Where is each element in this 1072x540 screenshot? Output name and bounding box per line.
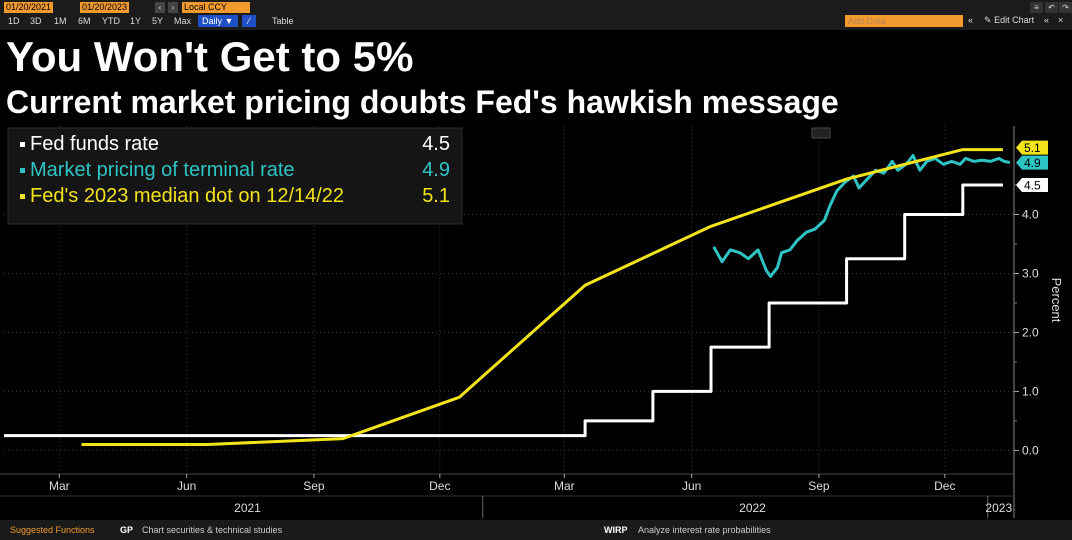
range-button-1m[interactable]: 1M bbox=[54, 16, 67, 26]
legend-series-value: 4.9 bbox=[422, 159, 450, 181]
legend-series-name: Market pricing of terminal rate bbox=[30, 159, 295, 181]
y-tick-label: 3.0 bbox=[1022, 266, 1039, 280]
x-tick-label: Sep bbox=[808, 479, 830, 493]
y-tick-label: 2.0 bbox=[1022, 325, 1039, 339]
x-tick-label: Mar bbox=[49, 479, 70, 493]
menu-icon[interactable]: ≡ bbox=[1030, 2, 1043, 13]
series-line-1 bbox=[712, 153, 1011, 278]
chart-toolbar: 01/20/2021 01/20/2023 ‹ › Local CCY 1D 3… bbox=[0, 0, 1072, 30]
range-button-1d[interactable]: 1D bbox=[8, 16, 20, 26]
gp-function-desc[interactable]: Chart securities & technical studies bbox=[142, 525, 283, 535]
gp-function-code[interactable]: GP bbox=[120, 525, 134, 535]
x-year-label: 2022 bbox=[739, 501, 766, 515]
chart-area: 0.0 1.0 2.0 3.0 4.0 Percent Mar Jun Sep Dec Mar Jun… bbox=[0, 126, 1064, 518]
range-button-ytd[interactable]: YTD bbox=[102, 16, 120, 26]
wirp-function-code[interactable]: WIRP bbox=[604, 525, 628, 535]
y-axis-label: Percent bbox=[1049, 278, 1064, 323]
range-button-1y[interactable]: 1Y bbox=[130, 16, 142, 26]
y-tick-label: 1.0 bbox=[1022, 384, 1039, 398]
prev-period-icon[interactable]: ‹ bbox=[155, 2, 165, 13]
y-tick-label: 4.0 bbox=[1022, 207, 1039, 221]
x-tick-label: Jun bbox=[177, 479, 196, 493]
next-period-icon[interactable]: › bbox=[168, 2, 178, 13]
legend-box bbox=[7, 127, 463, 225]
end-value-tag-shape bbox=[1016, 140, 1048, 155]
expand-icon[interactable]: « bbox=[1044, 15, 1050, 25]
legend-swatch bbox=[20, 142, 25, 147]
end-date-input[interactable]: 01/20/2023 bbox=[80, 2, 130, 13]
end-value-tag: 4.9 bbox=[1016, 155, 1048, 170]
bottom-bar: Suggested Functions GP Chart securities … bbox=[0, 520, 1072, 540]
x-tick-label: Mar bbox=[554, 479, 575, 493]
pencil-icon: ✎ bbox=[984, 15, 992, 25]
table-tab[interactable]: Table bbox=[272, 16, 294, 26]
end-value-tag-shape bbox=[1016, 155, 1048, 170]
legend-swatch bbox=[20, 168, 25, 173]
end-value-tag-label: 4.9 bbox=[1024, 156, 1041, 170]
suggested-functions-label: Suggested Functions bbox=[10, 525, 95, 535]
redo-icon[interactable]: ↷ bbox=[1059, 2, 1072, 13]
series-line-2 bbox=[81, 148, 1003, 447]
page-title: You Won't Get to 5% bbox=[6, 33, 414, 80]
x-tick-label: Dec bbox=[934, 479, 955, 493]
undo-icon[interactable]: ↶ bbox=[1045, 2, 1058, 13]
edit-chart-button[interactable]: ✎ Edit Chart bbox=[984, 15, 1034, 26]
legend-series-value: 5.1 bbox=[422, 185, 450, 207]
edit-chart-label: Edit Chart bbox=[994, 15, 1035, 25]
wirp-function-desc[interactable]: Analyze interest rate probabilities bbox=[638, 525, 771, 535]
x-year-label: 2023 bbox=[985, 501, 1012, 515]
range-button-3d[interactable]: 3D bbox=[30, 16, 42, 26]
x-tick-label: Dec bbox=[429, 479, 450, 493]
legend-series-name: Fed's 2023 median dot on 12/14/22 bbox=[30, 185, 344, 207]
x-year-label: 2021 bbox=[234, 501, 261, 515]
legend-series-name: Fed funds rate bbox=[30, 133, 159, 155]
frequency-dropdown[interactable]: Daily ▼ bbox=[198, 15, 238, 27]
page-subtitle: Current market pricing doubts Fed's hawk… bbox=[6, 84, 839, 120]
line-chart-icon[interactable]: ⁄ bbox=[242, 15, 256, 27]
legend-swatch bbox=[20, 194, 25, 199]
y-tick-label: 0.0 bbox=[1022, 443, 1039, 457]
start-date-input[interactable]: 01/20/2021 bbox=[4, 2, 54, 13]
legend-series-value: 4.5 bbox=[422, 133, 450, 155]
range-button-5y[interactable]: 5Y bbox=[152, 16, 164, 26]
series-line-0 bbox=[4, 183, 1003, 438]
end-value-tag: 5.1 bbox=[1016, 140, 1048, 155]
range-button-6m[interactable]: 6M bbox=[78, 16, 91, 26]
end-value-tag: 4.5 bbox=[1016, 177, 1048, 192]
end-value-tag-label: 5.1 bbox=[1024, 141, 1041, 155]
end-value-tag-label: 4.5 bbox=[1024, 178, 1041, 192]
chart-options-icon bbox=[811, 127, 831, 139]
range-button-max[interactable]: Max bbox=[174, 16, 192, 26]
collapse-icon[interactable]: « bbox=[968, 15, 974, 25]
add-data-input[interactable]: Add Data bbox=[845, 15, 963, 27]
end-value-tag-shape bbox=[1016, 177, 1048, 192]
close-panel-icon[interactable]: × bbox=[1058, 15, 1064, 25]
x-tick-label: Sep bbox=[303, 479, 325, 493]
currency-select[interactable]: Local CCY bbox=[182, 2, 250, 13]
x-tick-label: Jun bbox=[682, 479, 701, 493]
